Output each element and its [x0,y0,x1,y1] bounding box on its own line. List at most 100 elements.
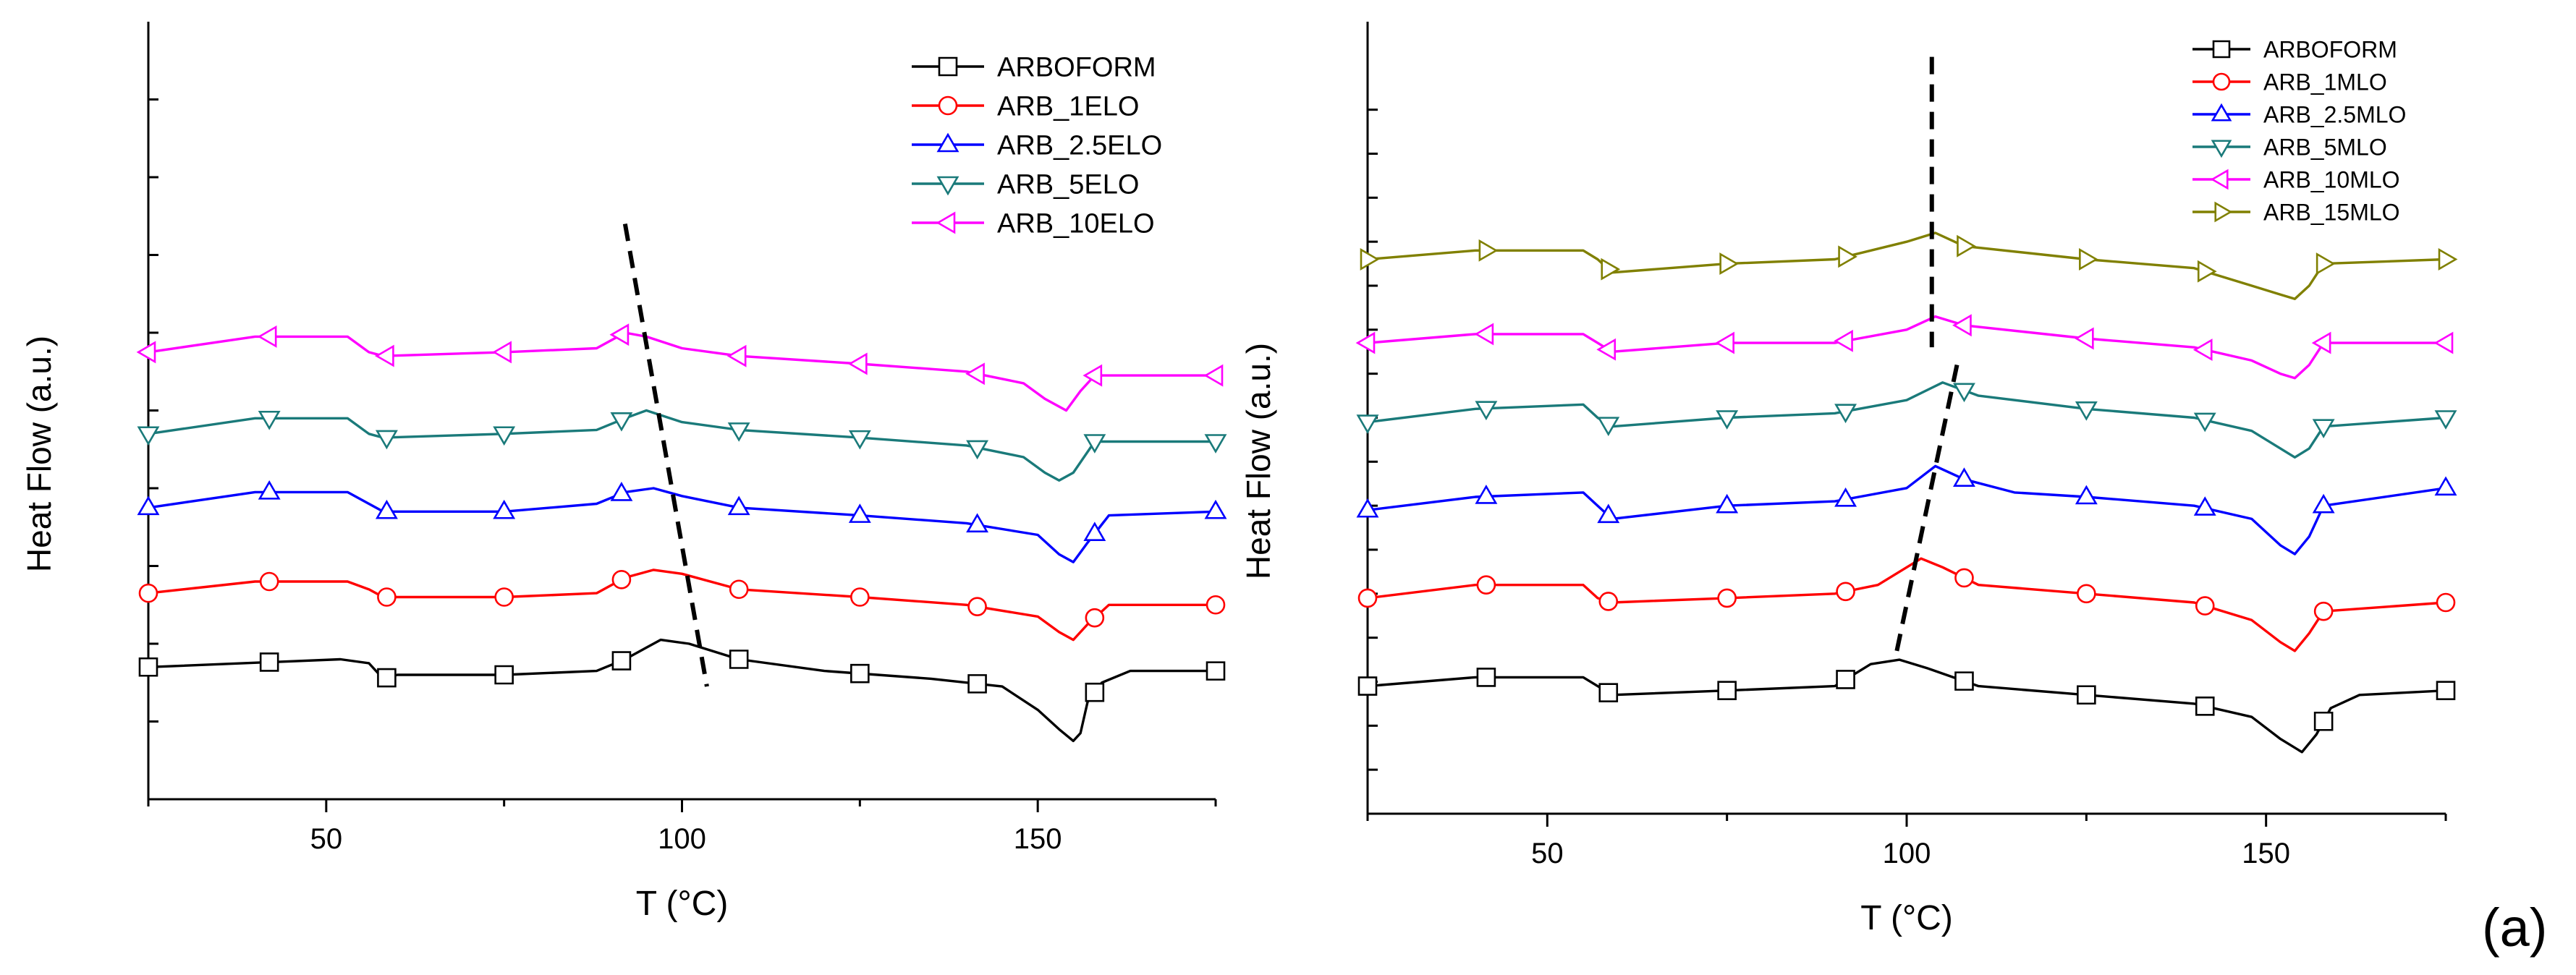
data-point [1204,434,1227,454]
x-tick-label: 50 [310,823,343,855]
legend-entry: ARB_5ELO [997,170,1139,200]
x-axis-label: T (°C) [1860,899,1953,937]
series-arb-10elo [136,323,1224,412]
x-tick-label: 150 [2242,838,2290,869]
data-point [1597,503,1620,524]
data-point [2312,493,2335,514]
data-point [1717,588,1737,608]
data-point [2311,331,2331,354]
data-point [2197,260,2217,283]
data-point [1954,568,1974,588]
data-point [493,499,516,519]
series-line [1367,658,2446,754]
data-point [611,570,632,589]
legend-marker [2211,140,2232,158]
data-point [493,426,516,446]
data-point [2434,476,2457,496]
data-point [2434,410,2457,430]
data-point [967,674,987,694]
series-arb-5mlo [1356,381,2457,459]
data-point [138,583,158,603]
legend-entry: ARB_2.5ELO [997,131,1162,161]
data-point [850,587,870,607]
series-line [148,487,1216,563]
series-line [148,331,1216,412]
legend-entry: ARB_10MLO [2263,167,2400,193]
data-point [1082,364,1103,387]
data-point [729,579,749,600]
data-point [1836,582,1855,602]
data-point [610,412,633,432]
data-point [847,352,868,375]
data-point [1083,434,1106,454]
data-point [1716,410,1739,430]
series-arb-1mlo [1357,557,2456,652]
data-point [494,665,514,685]
data-point [137,495,160,516]
legend-marker [936,132,959,153]
legend: ARBOFORM ARB_1MLO ARB_2.5MLO ARB_5MLO ARB_10… [2192,37,2406,226]
series-arb-10mlo [1355,314,2454,380]
data-point [1360,248,1380,271]
legend-marker [936,176,959,196]
data-point [377,587,397,607]
legend-marker [2212,72,2231,91]
legend-marker [938,56,958,77]
data-point [1838,245,1857,268]
data-point [1475,401,1498,421]
data-point [1601,257,1621,281]
data-point [1475,484,1498,504]
data-point [850,663,870,684]
series-arb-2-5elo [137,480,1227,563]
data-point [1715,331,1734,354]
series-arb-5elo [137,409,1227,482]
series-arb-15mlo [1360,231,2458,300]
data-point [1598,592,1619,611]
x-tick-label: 50 [1531,838,1564,869]
legend-entry: ARB_1MLO [2263,69,2387,95]
data-point [1085,608,1105,628]
legend-marker [2212,40,2231,59]
series-line [1367,464,2446,555]
legend-marker [2211,103,2232,122]
legend-entry: ARB_1ELO [997,92,1139,122]
data-point [138,657,158,677]
series-line [148,409,1216,482]
data-point [2313,601,2334,621]
legend-entry: ARB_15MLO [2263,200,2400,226]
legend-marker [936,211,956,234]
series-arboform [1357,658,2456,754]
data-point [258,410,281,430]
data-point [1596,338,1617,361]
data-point [2195,697,2215,716]
x-tick-label: 150 [1014,823,1062,855]
data-point [1957,234,1976,257]
data-point [2436,592,2456,613]
data-point [375,499,398,519]
data-point [727,495,750,516]
data-point [1834,404,1857,424]
data-point [848,503,871,523]
data-point [2313,711,2334,731]
data-point [2193,496,2216,516]
data-point [2077,685,2096,705]
data-point [2079,248,2098,271]
series-line [1367,315,2446,380]
legend-marker [2214,201,2233,223]
legend-marker [938,95,958,116]
series-arb-1elo [138,569,1226,642]
legend-entry: ARBOFORM [997,53,1156,83]
data-point [2436,681,2456,700]
data-point [609,323,630,346]
legend-entry: ARB_2.5MLO [2263,102,2406,128]
data-point [1357,588,1378,608]
data-point [1356,498,1379,518]
data-point [1203,364,1224,387]
data-point [2312,419,2335,439]
data-point [967,597,987,616]
x-axis-label: T (°C) [636,885,729,923]
data-point [2075,401,2098,421]
y-axis-label: Heat Flow (a.u.) [1240,343,1277,579]
guide-dashed-line [1894,364,1959,656]
